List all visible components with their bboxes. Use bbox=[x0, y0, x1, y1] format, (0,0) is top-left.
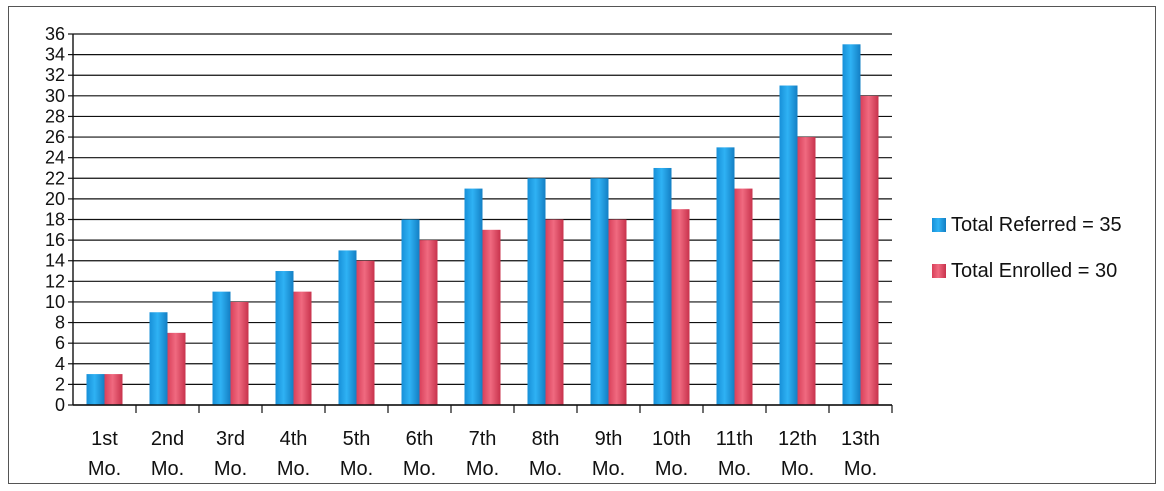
y-tick-label: 30 bbox=[45, 86, 65, 106]
y-tick-label: 10 bbox=[45, 292, 65, 312]
bar-enrolled bbox=[860, 95, 879, 405]
x-tick-label: 10th bbox=[652, 428, 691, 450]
bar-enrolled bbox=[797, 137, 816, 406]
x-tick-label: 5th bbox=[343, 428, 371, 450]
y-tick-label: 16 bbox=[45, 230, 65, 250]
bar-enrolled bbox=[482, 229, 501, 405]
x-tick-label: Mo. bbox=[277, 458, 310, 480]
bar-referred bbox=[275, 271, 294, 405]
y-tick-label: 28 bbox=[45, 106, 65, 126]
bar-referred bbox=[527, 178, 546, 405]
bar-enrolled bbox=[419, 240, 438, 405]
bar-referred bbox=[149, 312, 168, 405]
x-tick-label: Mo. bbox=[214, 458, 247, 480]
bar-enrolled bbox=[608, 219, 627, 405]
bar-referred bbox=[338, 250, 357, 405]
y-tick-label: 24 bbox=[45, 148, 65, 168]
x-tick-label: Mo. bbox=[844, 458, 877, 480]
x-tick-label: 9th bbox=[595, 428, 623, 450]
x-tick-label: 1st bbox=[91, 428, 118, 450]
x-tick-label: 4th bbox=[280, 428, 308, 450]
gridlines bbox=[73, 33, 892, 406]
y-tick-label: 14 bbox=[45, 251, 65, 271]
legend-swatch bbox=[932, 218, 946, 232]
y-tick-label: 34 bbox=[45, 45, 65, 65]
x-tick-label: Mo. bbox=[529, 458, 562, 480]
chart-frame: 0 2 4 6 8 10 12 14 16 18 20 22 24 26 28 30 32 34 36 1st Mo.… bbox=[8, 6, 1156, 484]
legend-label: Total Enrolled = 30 bbox=[951, 260, 1117, 282]
x-tick-label: 12th bbox=[778, 428, 817, 450]
y-tick-label: 18 bbox=[45, 210, 65, 230]
x-tick-label: Mo. bbox=[403, 458, 436, 480]
bar-referred bbox=[842, 44, 861, 406]
legend-label: Total Referred = 35 bbox=[951, 214, 1122, 236]
bar-enrolled bbox=[167, 332, 186, 405]
x-axis: 1st Mo. 2nd Mo. 3rd Mo. 4th Mo. 5th Mo. 6th Mo. 7th M… bbox=[73, 404, 893, 480]
x-tick-label: 11th bbox=[716, 428, 753, 450]
bar-referred bbox=[86, 374, 105, 405]
bar-enrolled bbox=[671, 209, 690, 405]
bar-enrolled bbox=[734, 188, 753, 405]
legend-swatch bbox=[932, 264, 946, 278]
y-tick-label: 8 bbox=[55, 313, 65, 333]
x-tick-label: Mo. bbox=[151, 458, 184, 480]
bar-referred bbox=[212, 291, 231, 405]
y-tick-label: 20 bbox=[45, 189, 65, 209]
x-tick-label: Mo. bbox=[592, 458, 625, 480]
y-tick-label: 4 bbox=[55, 354, 65, 374]
x-tick-label: 8th bbox=[532, 428, 560, 450]
bar-referred bbox=[779, 85, 798, 406]
x-tick-label: 13th bbox=[841, 428, 880, 450]
bar-enrolled bbox=[104, 374, 123, 405]
y-tick-label: 26 bbox=[45, 127, 65, 147]
bar-referred bbox=[590, 178, 609, 405]
bars bbox=[86, 44, 879, 406]
bar-referred bbox=[464, 188, 483, 405]
y-tick-label: 2 bbox=[55, 374, 65, 394]
x-tick-label: Mo. bbox=[340, 458, 373, 480]
y-tick-label: 36 bbox=[45, 24, 65, 44]
bar-referred bbox=[653, 167, 672, 405]
bar-referred bbox=[716, 147, 735, 405]
y-tick-label: 32 bbox=[45, 65, 65, 85]
x-tick-label: 7th bbox=[469, 428, 497, 450]
x-tick-label: Mo. bbox=[718, 458, 751, 480]
x-tick-label: Mo. bbox=[655, 458, 688, 480]
x-tick-label: 3rd bbox=[216, 428, 245, 450]
x-tick-label: 6th bbox=[406, 428, 434, 450]
x-tick-label: 2nd bbox=[151, 428, 184, 450]
legend: Total Referred = 35 Total Enrolled = 30 bbox=[932, 214, 1122, 282]
x-tick-label: Mo. bbox=[88, 458, 121, 480]
bar-enrolled bbox=[293, 291, 312, 405]
x-tick-label: Mo. bbox=[466, 458, 499, 480]
bar-enrolled bbox=[356, 260, 375, 405]
bar-referred bbox=[401, 219, 420, 405]
y-tick-label: 6 bbox=[55, 333, 65, 353]
y-tick-label: 0 bbox=[55, 395, 65, 415]
bar-enrolled bbox=[230, 301, 249, 405]
y-tick-label: 12 bbox=[45, 271, 65, 291]
x-tick-label: Mo. bbox=[781, 458, 814, 480]
bar-enrolled bbox=[545, 219, 564, 405]
y-tick-label: 22 bbox=[45, 168, 65, 188]
